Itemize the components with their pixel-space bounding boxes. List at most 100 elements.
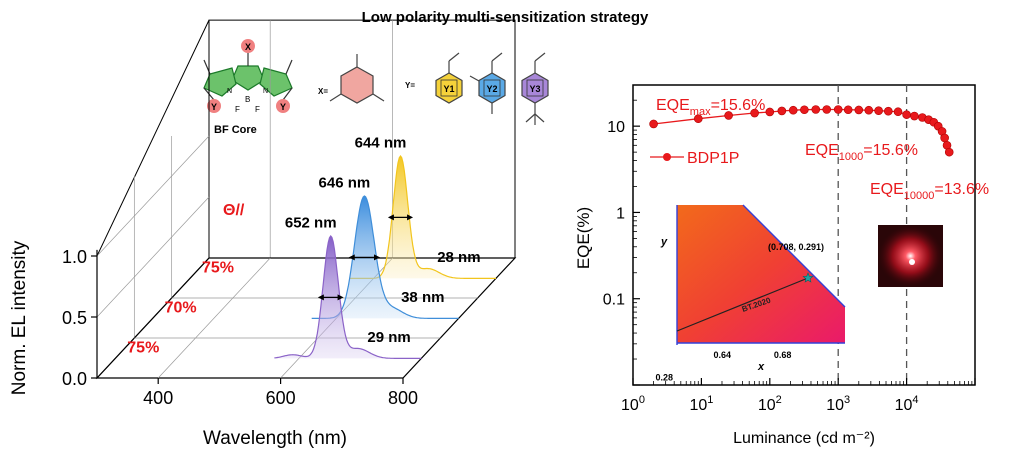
y-variant-box-2 [483, 79, 501, 97]
cie-gamut-edge [742, 204, 846, 308]
y-variant-ring-1 [435, 72, 463, 104]
y-variant-box-1 [440, 79, 458, 97]
figure-title: Low polarity multi-sensitization strateg… [361, 9, 649, 26]
eqe-point [864, 105, 874, 115]
cie-gamut-fill [677, 205, 845, 343]
cie-y-tick-0.28: 0.28 [655, 372, 673, 382]
device-photo-glow [878, 225, 943, 287]
eqe-point [788, 105, 798, 115]
side-wall-hgrid-1 [96, 135, 210, 257]
eqe-series-bdp1p [649, 105, 954, 157]
eqe-x-tick-label-2: 102 [758, 394, 782, 414]
annotation-eqe-1000: EQE1000=15.6% [805, 142, 918, 163]
orientation-label-purple: 75% [127, 339, 159, 356]
eqe-point [944, 147, 954, 157]
side-wall [96, 19, 210, 380]
cie-point-star [802, 272, 814, 283]
el-y-tick-label-0.0: 0.0 [62, 369, 87, 389]
cie-x-tick-0.68: 0.68 [774, 350, 792, 360]
eqe-y-axis-label: EQE(%) [574, 207, 593, 269]
core-y-label-left: Y [211, 102, 217, 112]
el-spectra-series [274, 154, 496, 359]
device-emission-spot [909, 259, 915, 265]
eqe-point [940, 133, 949, 143]
eqe-y-tick-label-10: 10 [607, 119, 625, 136]
fwhm-arrowhead-right-purple [337, 294, 344, 301]
eqe-point [822, 105, 832, 114]
cie-inset: BT.2020(0.708, 0.291)0.640.680.280.32xy [655, 204, 846, 382]
peak-label-purple: 652 nm [285, 214, 337, 231]
core-right-pyrrole [259, 67, 293, 97]
core-b-label: B [245, 95, 250, 104]
y-variant-box-3 [526, 79, 544, 97]
el-y-tick-label-0.5: 0.5 [62, 308, 87, 328]
peak-label-yellow: 644 nm [355, 134, 407, 151]
fwhm-label-blue: 38 nm [401, 289, 444, 306]
bf-core-label: BF Core [214, 124, 257, 136]
peak-label-blue: 646 nm [319, 174, 371, 191]
el-x-tick-label-600: 600 [266, 388, 296, 408]
eqe-point [750, 108, 759, 118]
eqe-point [843, 105, 853, 115]
eqe-y-tick-label-0.1: 0.1 [603, 292, 625, 309]
vinyl-end-3 [534, 52, 546, 62]
eqe-x-tick-label-4: 104 [895, 394, 919, 414]
side-wall-hgrid-0 [96, 196, 210, 318]
floor-wave-grid-0 [157, 257, 271, 379]
eqe-point [893, 107, 903, 117]
el-y-axis-label: Norm. EL intensity [9, 240, 30, 395]
cie-point-label: (0.708, 0.291) [768, 242, 824, 252]
eqe-x-tick-label-1: 101 [689, 394, 713, 414]
waterfall-axes-box [91, 19, 517, 384]
methyl-bond-left [469, 75, 480, 82]
core-n-label-left: N [227, 88, 232, 95]
y-substituent-marker-right [276, 99, 290, 113]
eqe-point [649, 119, 658, 129]
tbutyl-branch-right [534, 113, 545, 123]
eqe-axes: 100 101 102 103 104 0.1 1 10 [603, 84, 976, 414]
molecular-structures: X Y Y B F F N N BF Core X= [203, 39, 549, 136]
orientation-label-yellow: 75% [202, 259, 234, 276]
y-substituent-label: Y= [405, 81, 415, 90]
device-photo [878, 225, 943, 287]
el-x-tick-label-400: 400 [143, 388, 173, 408]
eqe-plot-frame [632, 84, 976, 386]
orientation-label-blue: 70% [165, 299, 197, 316]
eqe-point [777, 106, 787, 116]
mesityl-structure [329, 54, 385, 104]
core-central-ring [231, 65, 265, 91]
eqe-chart: BT.2020(0.708, 0.291)0.640.680.280.32xy … [574, 84, 989, 447]
core-f-label-right: F [255, 105, 260, 114]
eqe-point [833, 105, 843, 114]
core-f-label-left: F [235, 105, 240, 114]
x-substituent-label: X= [318, 87, 328, 96]
eqe-point [724, 111, 733, 120]
el-spectra-chart: 400 600 800 0.0 0.5 1.0 644 nm 28 nm 75% 646 nm 38… [9, 19, 517, 449]
el-x-tick-label-800: 800 [388, 388, 418, 408]
eqe-point [811, 105, 821, 114]
eqe-point [765, 107, 775, 117]
fwhm-arrowhead-right-yellow [407, 214, 414, 221]
eqe-x-tick-label-0: 100 [621, 394, 645, 414]
eqe-x-axis-label: Luminance (cd m⁻²) [733, 430, 875, 447]
fwhm-arrowhead-left-yellow [387, 214, 394, 221]
legend-marker [663, 153, 671, 161]
core-n-label-right: N [263, 88, 268, 95]
depth-axis-label: Θ// [223, 202, 245, 219]
el-x-axis-label: Wavelength (nm) [203, 428, 347, 449]
core-x-label: X [245, 42, 251, 52]
eqe-x-tick-label-3: 103 [826, 394, 850, 414]
eqe-point [883, 106, 893, 116]
vinyl-end-1 [448, 52, 460, 62]
core-y-label-right: Y [280, 102, 286, 112]
y-variant-label-1: Y1 [443, 84, 454, 94]
eqe-point [874, 106, 883, 116]
bf-core-structure: X Y Y B F F N N BF Core [203, 39, 293, 136]
fwhm-label-purple: 29 nm [367, 329, 410, 346]
eqe-point [800, 105, 809, 115]
bt2020-line [676, 277, 809, 332]
fwhm-label-yellow: 28 nm [437, 249, 480, 266]
fwhm-arrowhead-left-purple [317, 294, 324, 301]
cie-x-tick-0.64: 0.64 [714, 350, 732, 360]
